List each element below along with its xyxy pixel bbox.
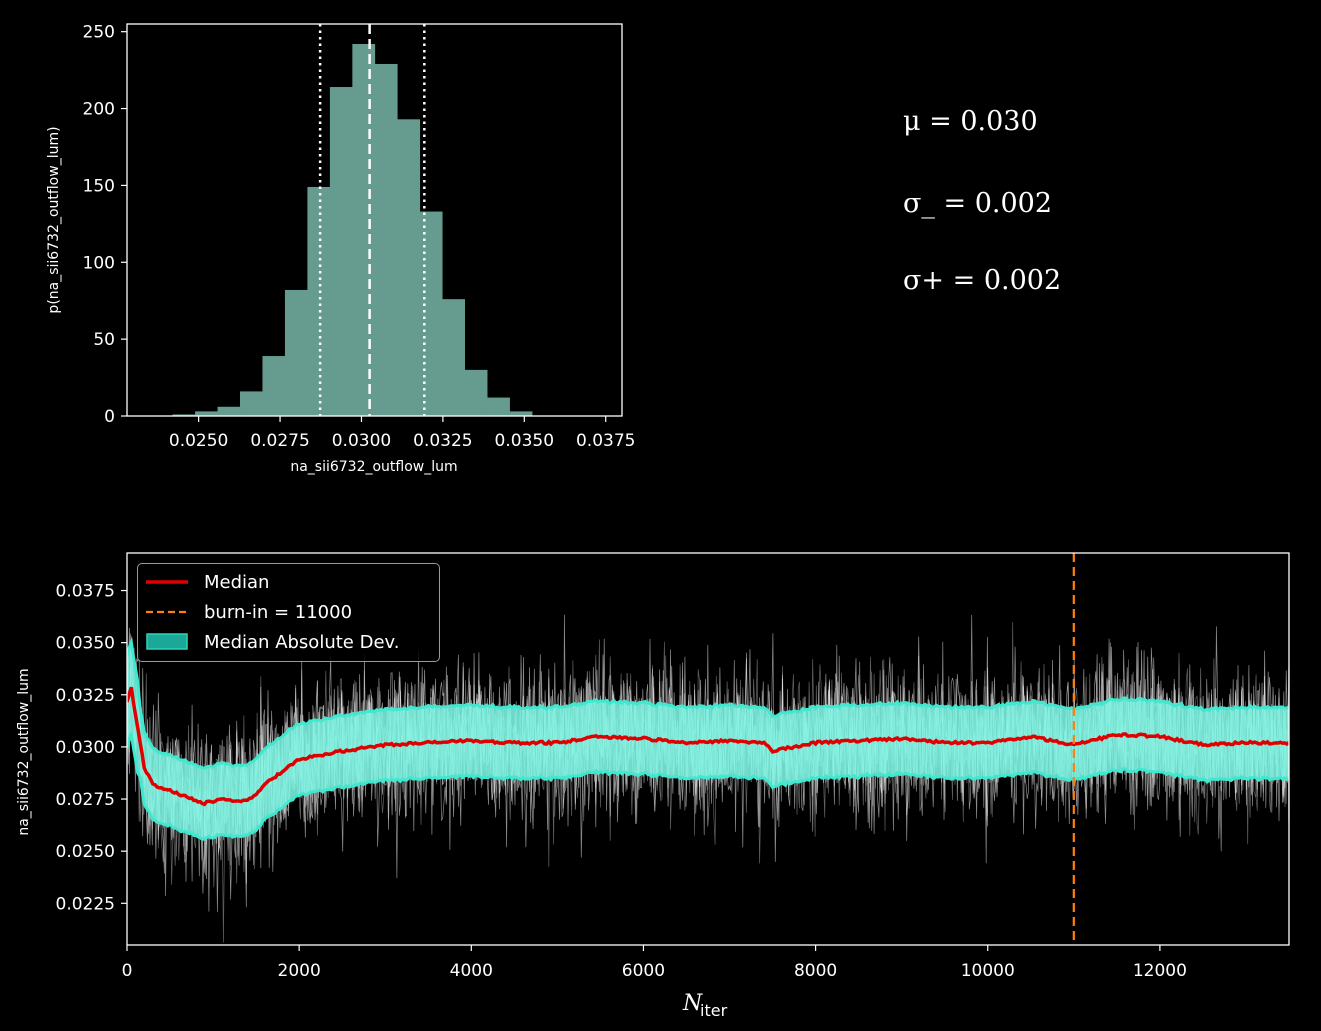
histogram-bar <box>195 411 218 416</box>
histogram-y-tick-label: 200 <box>83 100 115 120</box>
mad-lower-edge <box>127 732 1289 841</box>
histogram-x-ticks: 0.0250 0.0275 0.0300 0.0325 0.0350 0.0375 <box>169 416 635 451</box>
histogram-x-tick-label: 0.0300 <box>332 431 391 451</box>
histogram-y-tick-label: 0 <box>104 407 115 427</box>
histogram-bar <box>509 411 533 416</box>
legend-burnin-swatch <box>146 598 190 626</box>
histogram-x-tick-label: 0.0250 <box>169 431 228 451</box>
histogram-bar <box>329 87 353 416</box>
trace-x-label-subscript: iter <box>700 1001 728 1020</box>
histogram-y-tick-label: 150 <box>83 176 115 196</box>
histogram-frame <box>126 23 623 417</box>
histogram-y-tick-label: 250 <box>83 23 115 43</box>
trace-y-tick-label: 0.0300 <box>56 738 115 758</box>
histogram-x-tick-label: 0.0375 <box>576 431 635 451</box>
trace-x-tick-label: 8000 <box>794 961 837 981</box>
trace-y-label: na_sii6732_outflow_lum <box>16 668 32 835</box>
histogram-bar <box>217 406 241 416</box>
histogram-bar <box>464 369 488 416</box>
stat-mu: μ = 0.030 <box>903 106 1038 137</box>
trace-x-tick-label: 4000 <box>450 961 493 981</box>
legend-median-swatch <box>146 568 190 596</box>
stat-sigma-plus: σ+ = 0.002 <box>903 265 1062 296</box>
trace-panel: 0 2000 4000 6000 8000 10000 12000 0.0225 0.0250… <box>16 552 1290 1020</box>
histogram-bar <box>442 299 466 416</box>
trace-y-tick-label: 0.0275 <box>56 790 115 810</box>
histogram-x-label: na_sii6732_outflow_lum <box>290 459 457 475</box>
histogram-panel: 0.0250 0.0275 0.0300 0.0325 0.0350 0.0375 0 50… <box>46 23 635 475</box>
histogram-bar <box>307 186 331 416</box>
histogram-bar <box>419 211 443 416</box>
histogram-bars <box>172 43 533 416</box>
trace-y-tick-label: 0.0325 <box>56 686 115 706</box>
walker-trace <box>127 627 1289 913</box>
histogram-quantile-lines <box>318 24 426 416</box>
histogram-x-tick-label: 0.0325 <box>413 431 472 451</box>
histogram-bar <box>352 43 376 416</box>
histogram-bar <box>262 356 286 416</box>
trace-x-ticks: 0 2000 4000 6000 8000 10000 12000 <box>122 945 1187 981</box>
trace-y-tick-label: 0.0225 <box>56 894 115 914</box>
histogram-x-tick-label: 0.0350 <box>495 431 554 451</box>
trace-x-tick-label: 12000 <box>1133 961 1187 981</box>
trace-x-tick-label: 0 <box>122 961 133 981</box>
histogram-y-label: p(na_sii6732_outflow_lum) <box>46 126 62 313</box>
histogram-bar <box>172 414 196 416</box>
mad-upper-edge <box>127 636 1289 770</box>
legend-mad-label: Median Absolute Dev. <box>204 632 400 653</box>
histogram-bar <box>487 397 510 416</box>
trace-y-tick-label: 0.0375 <box>56 582 115 602</box>
histogram-bar <box>374 63 398 416</box>
trace-y-tick-label: 0.0250 <box>56 842 115 862</box>
median-line <box>127 686 1289 807</box>
legend-burnin-label: burn-in = 11000 <box>204 602 353 623</box>
histogram-y-ticks: 0 50 100 150 200 250 <box>83 23 127 427</box>
trace-x-tick-label: 10000 <box>961 961 1015 981</box>
histogram-bar <box>397 119 421 416</box>
histogram-y-tick-label: 50 <box>93 330 115 350</box>
trace-y-tick-label: 0.0350 <box>56 634 115 654</box>
trace-x-tick-label: 2000 <box>278 961 321 981</box>
histogram-bar <box>284 289 308 416</box>
legend-median-label: Median <box>204 572 270 593</box>
histogram-bar <box>240 391 263 416</box>
trace-legend: Median burn-in = 11000 Median Absolute D… <box>137 563 440 662</box>
histogram-y-tick-label: 100 <box>83 253 115 273</box>
trace-x-label: N <box>682 991 703 1016</box>
stat-sigma-minus: σ_ = 0.002 <box>903 188 1053 219</box>
trace-frame <box>126 552 1290 946</box>
histogram-x-tick-label: 0.0275 <box>250 431 309 451</box>
trace-x-tick-label: 6000 <box>622 961 665 981</box>
trace-y-ticks: 0.0225 0.0250 0.0275 0.0300 0.0325 0.0350 0.03… <box>56 582 127 914</box>
legend-mad-swatch <box>146 628 190 656</box>
